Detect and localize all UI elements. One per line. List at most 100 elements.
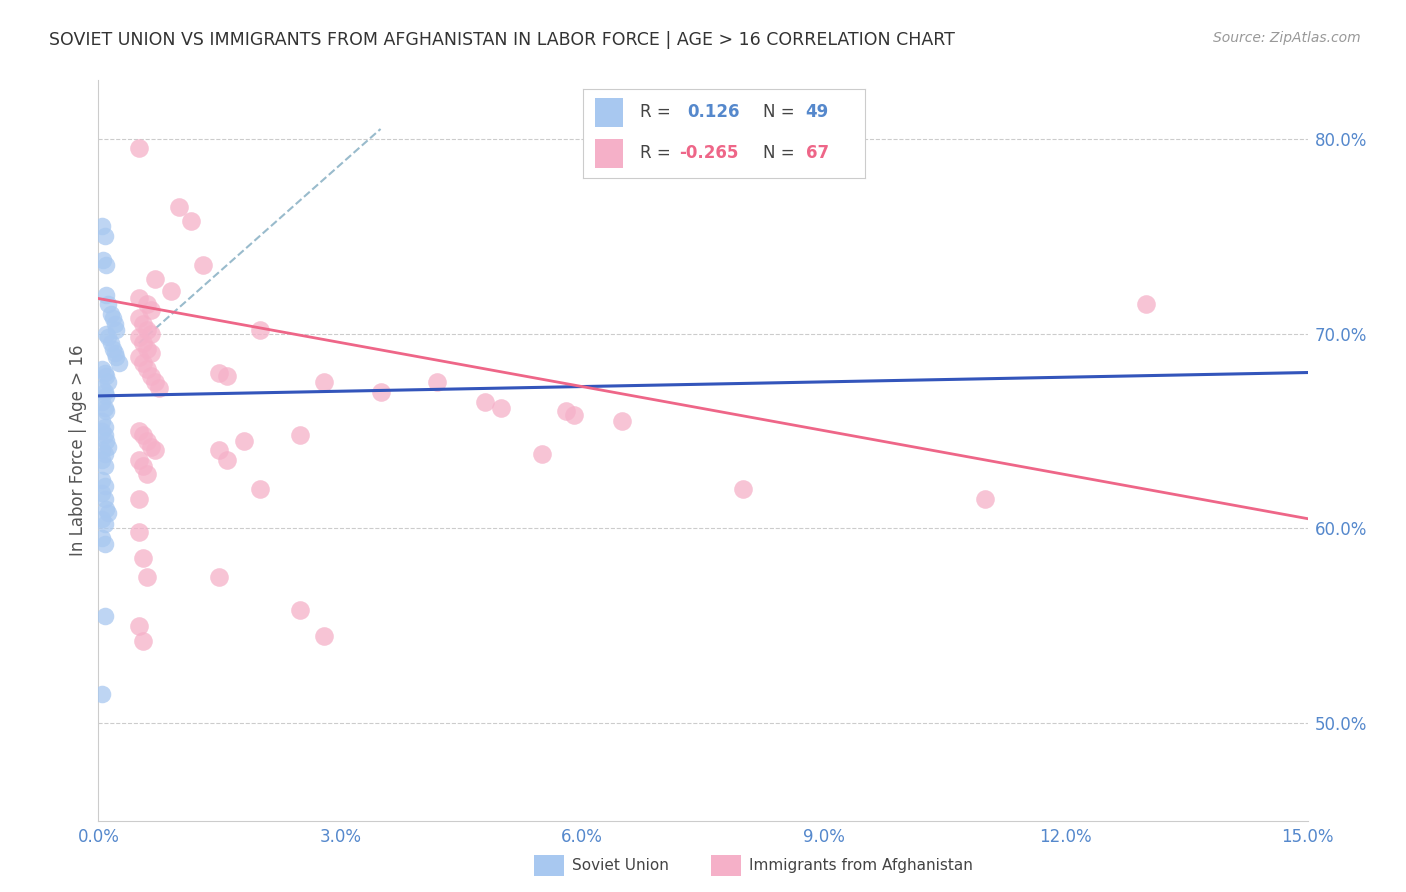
Point (94, 478, 117, 492)
Point (193, 259, 215, 273)
Point (96, 369, 118, 384)
Bar (595, 139, 623, 168)
Point (103, 346, 125, 360)
Point (100, 336, 122, 351)
Text: 49: 49 (806, 103, 830, 121)
Point (94, 447, 117, 461)
Point (139, 326, 162, 341)
Point (96, 287, 118, 301)
Point (232, 434, 254, 448)
Point (101, 342, 124, 356)
Point (128, 350, 150, 364)
Text: Immigrants from Afghanistan: Immigrants from Afghanistan (749, 858, 973, 872)
Point (132, 634, 155, 648)
Point (612, 414, 634, 428)
Point (91, 443, 114, 458)
Point (562, 409, 585, 423)
Point (139, 346, 162, 360)
Point (1135, 297, 1157, 311)
Y-axis label: In Labor Force | Age > 16: In Labor Force | Age > 16 (69, 344, 87, 557)
Point (94, 492, 117, 507)
Point (148, 381, 170, 395)
Point (91, 361, 114, 376)
Point (135, 434, 157, 448)
Point (208, 366, 231, 380)
Point (139, 369, 162, 384)
Point (160, 284, 183, 298)
Point (91, 531, 114, 545)
Text: N =: N = (763, 103, 800, 121)
Point (128, 330, 150, 344)
Point (97, 440, 120, 454)
Point (94, 229, 117, 244)
Point (135, 361, 157, 376)
Point (97, 297, 120, 311)
Point (217, 453, 239, 467)
Point (91, 381, 114, 395)
Point (143, 443, 166, 458)
Point (143, 272, 166, 286)
Point (97, 506, 120, 520)
Point (97, 330, 120, 344)
Point (132, 356, 155, 370)
Point (94, 517, 117, 532)
Point (132, 458, 155, 473)
Point (217, 369, 239, 384)
Point (208, 570, 231, 584)
Point (128, 141, 150, 155)
Point (132, 317, 155, 331)
Text: -0.265: -0.265 (679, 145, 738, 162)
Point (491, 401, 513, 415)
Point (94, 537, 117, 551)
Text: Soviet Union: Soviet Union (572, 858, 669, 872)
Point (139, 440, 162, 454)
Point (132, 428, 155, 442)
Point (103, 317, 125, 331)
Bar (711, 855, 741, 876)
Point (288, 428, 311, 442)
Point (91, 252, 114, 267)
Point (128, 424, 150, 438)
Point (97, 376, 120, 390)
Text: Source: ZipAtlas.com: Source: ZipAtlas.com (1213, 31, 1361, 45)
Text: N =: N = (763, 145, 800, 162)
Point (135, 297, 157, 311)
Text: 67: 67 (806, 145, 828, 162)
Point (314, 628, 336, 642)
Point (128, 453, 150, 467)
Point (94, 609, 117, 624)
Point (139, 303, 162, 318)
Point (100, 307, 122, 321)
Point (426, 376, 449, 390)
Point (91, 687, 114, 701)
Point (135, 467, 157, 481)
Point (96, 502, 118, 516)
Point (105, 350, 128, 364)
Point (135, 323, 157, 337)
Point (974, 492, 997, 507)
Point (249, 483, 271, 497)
Point (135, 342, 157, 356)
Point (128, 492, 150, 507)
Point (107, 356, 129, 370)
Point (143, 376, 166, 390)
Point (288, 603, 311, 617)
Point (91, 394, 114, 409)
Point (94, 384, 117, 399)
Point (94, 428, 117, 442)
Point (96, 404, 118, 418)
Point (94, 366, 117, 380)
Point (91, 453, 114, 467)
Point (91, 424, 114, 438)
Point (370, 384, 392, 399)
Point (105, 323, 128, 337)
Text: SOVIET UNION VS IMMIGRANTS FROM AFGHANISTAN IN LABOR FORCE | AGE > 16 CORRELATIO: SOVIET UNION VS IMMIGRANTS FROM AFGHANIS… (49, 31, 955, 49)
Point (132, 550, 155, 565)
Point (555, 404, 578, 418)
Point (128, 310, 150, 325)
Point (249, 323, 271, 337)
Text: R =: R = (640, 103, 681, 121)
Point (733, 483, 755, 497)
Point (91, 486, 114, 500)
Point (128, 292, 150, 306)
